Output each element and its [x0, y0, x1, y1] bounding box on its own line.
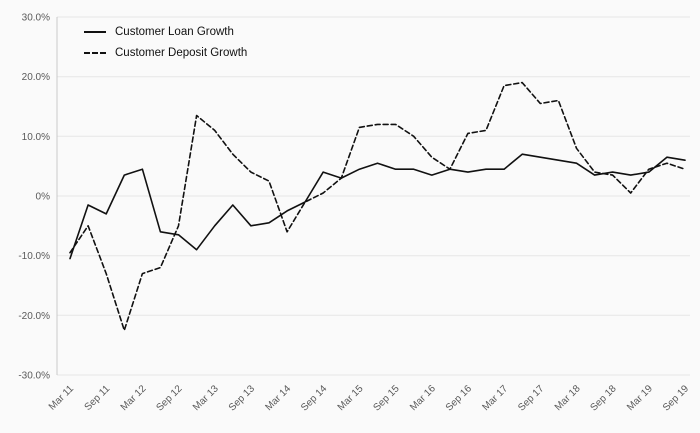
x-tick-label: Sep 15: [372, 383, 402, 413]
chart-legend: Customer Loan Growth Customer Deposit Gr…: [84, 26, 247, 59]
y-tick-label: 20.0%: [22, 72, 50, 83]
x-tick-label: Sep 11: [83, 383, 113, 413]
legend-label-loan-growth: Customer Loan Growth: [115, 26, 234, 38]
x-tick-label: Mar 12: [119, 383, 149, 413]
solid-line-sample: [84, 31, 106, 33]
x-tick-label: Sep 17: [516, 383, 546, 413]
x-tick-label: Sep 14: [299, 383, 329, 413]
x-tick-label: Mar 15: [336, 383, 366, 413]
y-tick-label: -20.0%: [18, 311, 50, 322]
x-tick-label: Sep 16: [444, 383, 474, 413]
legend-item-loan-growth: Customer Loan Growth: [84, 26, 247, 38]
x-tick-label: Sep 13: [227, 383, 257, 413]
y-tick-label: -30.0%: [18, 371, 50, 382]
x-tick-label: Sep 12: [154, 383, 184, 413]
x-tick-label: Mar 18: [553, 383, 583, 413]
x-tick-label: Mar 16: [408, 383, 438, 413]
y-tick-label: -10.0%: [18, 251, 50, 262]
x-tick-label: Mar 17: [480, 383, 510, 413]
x-tick-label: Mar 14: [263, 383, 293, 413]
y-tick-label: 10.0%: [22, 132, 50, 143]
x-tick-label: Mar 11: [47, 383, 77, 413]
series-line-deposit-growth: [69, 81, 686, 332]
legend-label-deposit-growth: Customer Deposit Growth: [115, 47, 248, 59]
dashed-line-sample: [84, 52, 106, 54]
x-tick-label: Mar 19: [625, 383, 655, 413]
legend-item-deposit-growth: Customer Deposit Growth: [84, 47, 247, 59]
x-tick-label: Mar 13: [191, 383, 221, 413]
y-tick-label: 30.0%: [22, 13, 50, 24]
y-tick-label: 0%: [36, 192, 51, 203]
x-tick-label: Sep 18: [589, 383, 619, 413]
x-tick-label: Sep 19: [661, 383, 691, 413]
series-line-loan-growth: [69, 153, 686, 260]
